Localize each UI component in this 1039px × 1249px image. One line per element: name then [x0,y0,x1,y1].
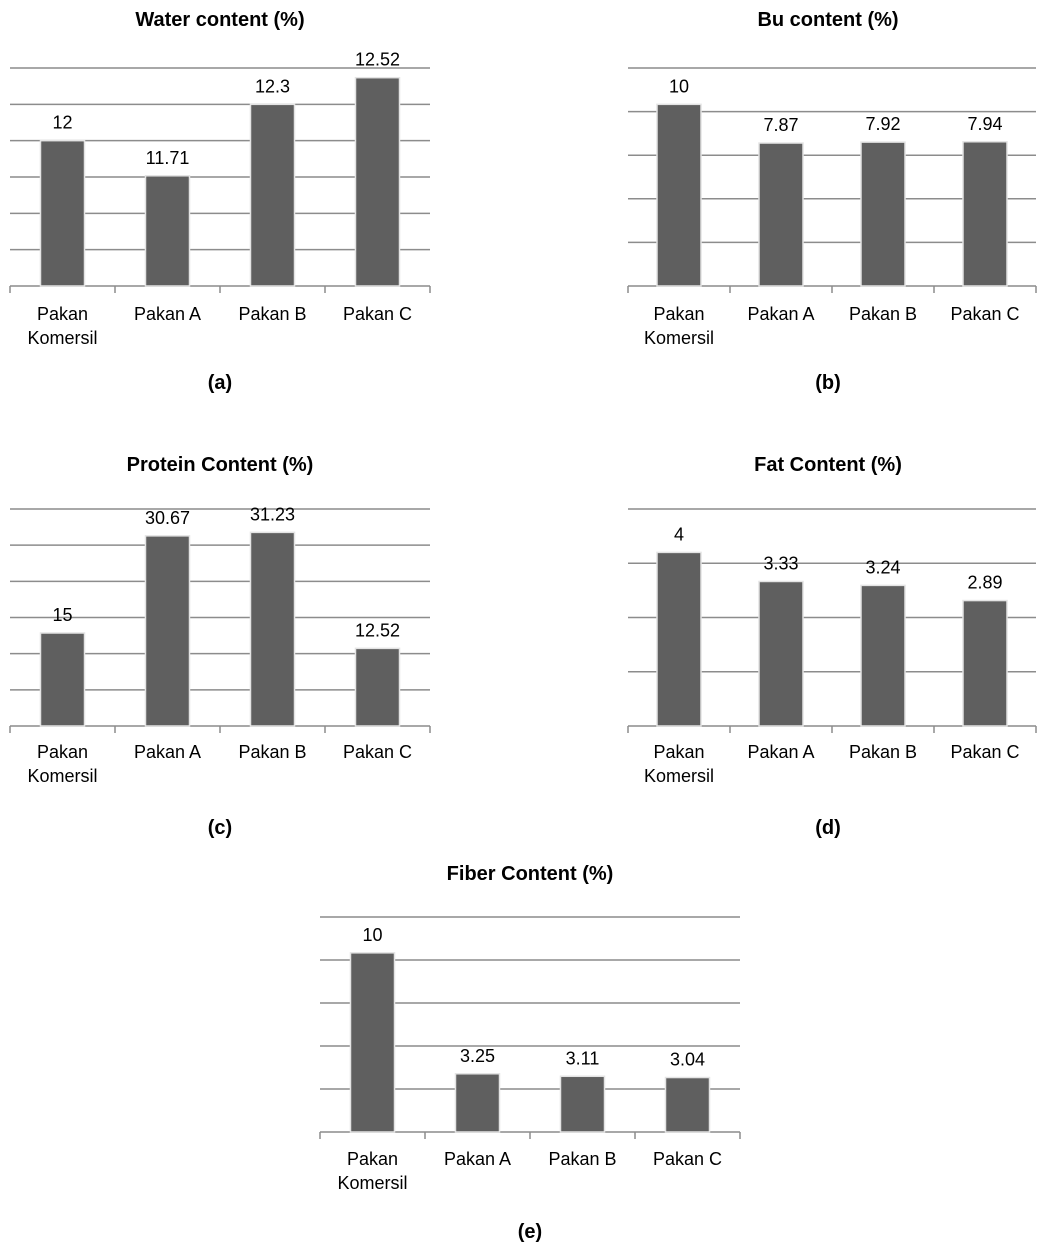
chart-panel-bu: Bu content (%) 10 Pakan Komersil 7.87 Pakan … [618,0,1038,410]
x-tick-label: Pakan Komersil [27,304,97,348]
bar [860,141,906,287]
bar [758,580,804,727]
x-tick-label: Pakan C [950,742,1019,762]
bar [354,76,401,287]
x-tick-label: Pakan Komersil [644,304,714,348]
x-tick-label: Pakan C [653,1149,722,1169]
chart-plot: 12 Pakan Komersil 11.71 Pakan A 12.3 Pakan B 12… [9,50,431,348]
data-label: 7.94 [967,114,1002,134]
data-label: 12.52 [355,620,400,640]
x-tick-label: Pakan C [343,742,412,762]
data-label: 3.04 [670,1050,705,1070]
bar [656,551,702,727]
data-label: 4 [674,524,684,544]
x-tick-label: Pakan A [134,742,201,762]
data-label: 12.3 [255,76,290,96]
panel-label: (c) [207,817,233,839]
x-tick-label: Pakan B [238,304,306,324]
data-label: 12.52 [355,50,400,70]
data-label: 3.25 [460,1046,495,1066]
x-tick-label: Pakan B [238,742,306,762]
data-label: 10 [669,76,689,96]
panel-label: (a) [207,372,233,394]
chart-title: Water content (%) [135,9,305,31]
x-tick-label: Pakan A [444,1149,511,1169]
chart-panel-fat: Fat Content (%) 4 Pakan Komersil 3.33 Pakan … [618,445,1038,855]
x-tick-label: Pakan A [747,742,814,762]
bar [354,647,401,727]
bar [249,531,296,727]
chart-plot: 4 Pakan Komersil 3.33 Pakan A 3.24 Pakan B 2.89… [627,508,1037,786]
x-tick-label: Pakan B [849,304,917,324]
bar [559,1075,606,1133]
panel-label: (b) [815,372,841,394]
data-label: 3.24 [865,557,900,577]
chart-title: Protein Content (%) [126,454,314,476]
x-tick-label: Pakan Komersil [644,742,714,786]
chart-plot: 15 Pakan Komersil 30.67 Pakan A 31.23 Pakan B 1… [9,504,431,786]
data-label: 11.71 [146,148,190,168]
chart-panel-protein: Protein Content (%) 15 Pakan Komersil 30.67… [0,445,440,855]
bar [962,599,1008,727]
data-label: 2.89 [967,573,1002,593]
bar [39,139,86,287]
x-tick-label: Pakan B [548,1149,616,1169]
data-label: 7.87 [763,115,798,135]
x-tick-label: Pakan A [747,304,814,324]
bar [860,584,906,727]
data-label: 10 [362,925,382,945]
bar [144,535,191,727]
chart-plot: 10 Pakan Komersil 3.25 Pakan A 3.11 Pakan B 3.0… [319,916,741,1193]
chart-title: Bu content (%) [757,9,899,31]
bar [349,952,396,1133]
panel-label: (e) [517,1221,543,1243]
bar [656,103,702,287]
x-tick-label: Pakan Komersil [27,742,97,786]
bar [962,141,1008,287]
bar [249,103,296,287]
data-label: 3.11 [566,1048,600,1068]
bar [39,632,86,727]
bar [758,142,804,287]
x-tick-label: Pakan B [849,742,917,762]
bar [664,1076,711,1133]
chart-title: Fat Content (%) [754,454,902,476]
x-tick-label: Pakan C [343,304,412,324]
data-label: 31.23 [250,504,295,524]
chart-panel-water: Water content (%) 12 Pakan Komersil 11.71 Pa… [0,0,440,410]
data-label: 30.67 [145,508,190,528]
x-tick-label: Pakan A [134,304,201,324]
data-label: 12 [52,113,72,133]
x-tick-label: Pakan C [950,304,1019,324]
bar [454,1073,501,1133]
bar [144,175,191,287]
chart-panel-fiber: Fiber Content (%) 10 Pakan Komersil 3.25 Pak… [310,855,750,1249]
data-label: 15 [52,605,72,625]
x-tick-label: Pakan Komersil [337,1149,407,1193]
chart-title: Fiber Content (%) [446,863,614,885]
data-label: 3.33 [763,553,798,573]
data-label: 7.92 [865,114,900,134]
panel-label: (d) [815,817,841,839]
chart-plot: 10 Pakan Komersil 7.87 Pakan A 7.92 Pakan B 7.9… [627,67,1037,348]
